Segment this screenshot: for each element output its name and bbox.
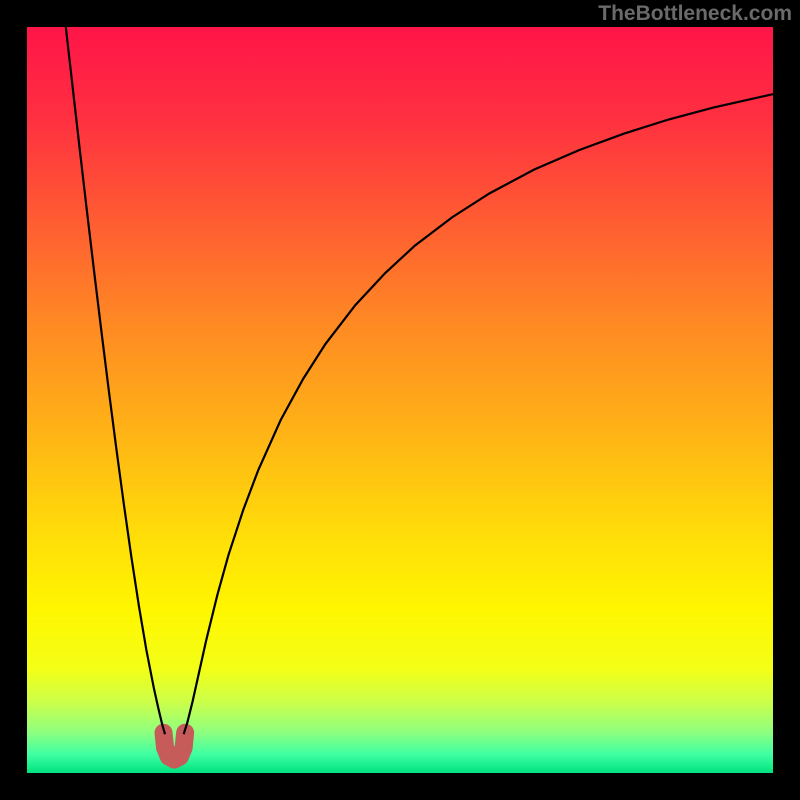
left-curve [66,27,165,734]
right-curve [184,94,773,734]
plot-area [27,27,773,773]
curves-layer [27,27,773,773]
bottleneck-marker [164,733,186,760]
chart-container: TheBottleneck.com [0,0,800,800]
watermark-text: TheBottleneck.com [598,2,792,26]
